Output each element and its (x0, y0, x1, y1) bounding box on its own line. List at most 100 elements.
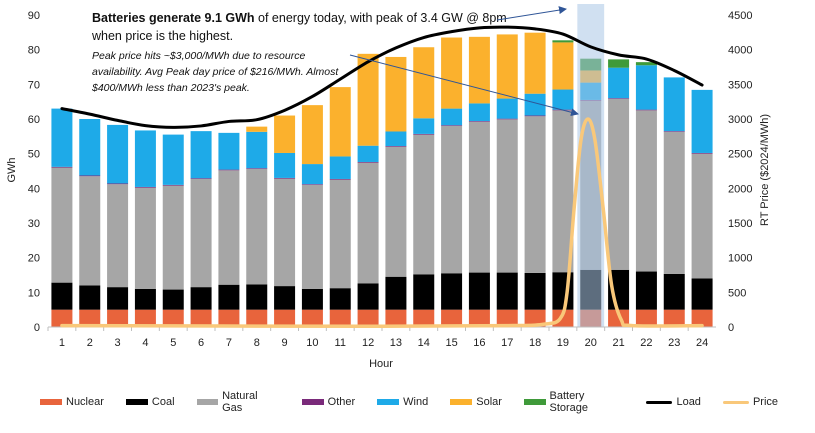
bar-coal-hour-14 (413, 274, 435, 310)
bar-natural-gas-hour-16 (468, 121, 490, 273)
legend-price: Price (722, 396, 778, 408)
bar-natural-gas-hour-19 (552, 110, 574, 273)
bar-nuclear-hour-4 (134, 309, 156, 327)
bar-other-hour-17 (496, 118, 518, 120)
bar-wind-hour-11 (329, 156, 351, 179)
x-tick-label: 14 (418, 337, 430, 349)
y-tick-label: 10 (28, 287, 40, 299)
bar-other-hour-11 (329, 178, 351, 180)
bar-other-hour-23 (663, 131, 685, 132)
bar-coal-hour-1 (51, 282, 73, 310)
legend-swatch-wind (377, 399, 400, 405)
bar-nuclear-hour-1 (51, 309, 73, 327)
bar-coal-hour-3 (107, 287, 129, 310)
y-tick-label: 30 (28, 218, 40, 230)
bar-nuclear-hour-24 (691, 309, 713, 327)
legend-wind: Wind (377, 396, 428, 408)
bar-nuclear-hour-2 (79, 309, 101, 327)
y2-tick-label: 500 (728, 287, 746, 299)
x-tick-label: 16 (473, 337, 485, 349)
y2-tick-label: 3000 (728, 114, 752, 126)
y-tick-label: 0 (34, 322, 40, 334)
bar-nuclear-hour-9 (274, 309, 296, 327)
bar-solar-hour-8 (246, 126, 268, 132)
bar-natural-gas-hour-24 (691, 153, 713, 279)
bar-natural-gas-hour-17 (496, 119, 518, 273)
bar-other-hour-13 (385, 146, 407, 147)
x-tick-label: 6 (198, 337, 204, 349)
y2-tick-label: 4000 (728, 45, 752, 57)
bar-coal-hour-22 (635, 271, 657, 310)
title-arrow (496, 6, 567, 21)
bar-coal-hour-24 (691, 278, 713, 310)
legend-nuclear: Nuclear (40, 396, 104, 408)
bar-wind-hour-19 (552, 89, 574, 110)
legend-label: Load (676, 396, 701, 408)
bar-coal-hour-7 (218, 284, 240, 310)
bar-nuclear-hour-5 (162, 309, 184, 327)
legend-coal: Coal (125, 396, 175, 408)
bar-nuclear-hour-18 (524, 309, 546, 327)
y-tick-label: 50 (28, 149, 40, 161)
bar-coal-hour-8 (246, 284, 268, 310)
bar-wind-hour-23 (663, 77, 685, 132)
legend-solar: Solar (450, 396, 502, 408)
x-tick-label: 20 (585, 337, 597, 349)
bar-wind-hour-1 (51, 108, 73, 167)
x-tick-label: 23 (668, 337, 680, 349)
bar-natural-gas-hour-15 (441, 125, 463, 274)
legend-swatch-battery-storage (523, 399, 546, 405)
bar-other-hour-14 (413, 133, 435, 135)
x-tick-label: 13 (390, 337, 402, 349)
x-tick-label: 10 (306, 337, 318, 349)
x-tick-label: 22 (640, 337, 652, 349)
bar-solar-hour-13 (385, 56, 407, 132)
y-tick-label: 70 (28, 79, 40, 91)
bar-natural-gas-hour-7 (218, 170, 240, 285)
y2-tick-label: 3500 (728, 79, 752, 91)
annotation-line-1: Peak price hits ~$3,000/MWh due to resou… (92, 50, 305, 62)
bar-nuclear-hour-16 (468, 309, 490, 327)
legend-swatch-price (722, 400, 749, 404)
bar-nuclear-hour-22 (635, 309, 657, 327)
bar-nuclear-hour-8 (246, 309, 268, 327)
bar-wind-hour-3 (107, 124, 129, 184)
bar-solar-hour-9 (274, 115, 296, 153)
y-tick-label: 80 (28, 45, 40, 57)
legend-other: Other (301, 396, 356, 408)
y-tick-label: 60 (28, 114, 40, 126)
bar-wind-hour-17 (496, 98, 518, 119)
x-tick-label: 21 (612, 337, 624, 349)
bar-solar-hour-12 (357, 53, 379, 146)
bar-coal-hour-2 (79, 285, 101, 310)
y2-axis-title: RT Price ($2024/MWh) (759, 114, 771, 226)
bar-natural-gas-hour-9 (274, 178, 296, 287)
y2-tick-label: 1000 (728, 253, 752, 265)
bar-natural-gas-hour-1 (51, 167, 73, 283)
bar-nuclear-hour-14 (413, 309, 435, 327)
y-tick-label: 90 (28, 10, 40, 22)
bar-coal-hour-18 (524, 272, 546, 310)
annotation-line-2: availability. Avg Peak day price of $216… (92, 66, 339, 78)
bar-nuclear-hour-15 (441, 309, 463, 327)
bar-wind-hour-16 (468, 103, 490, 122)
y-tick-label: 40 (28, 183, 40, 195)
legend-load: Load (646, 396, 701, 408)
bar-coal-hour-11 (329, 288, 351, 310)
bar-other-hour-24 (691, 152, 713, 154)
bar-wind-hour-6 (190, 131, 212, 179)
bar-other-hour-6 (190, 178, 212, 179)
bar-other-hour-7 (218, 169, 240, 171)
bar-battery-storage-hour-21 (608, 59, 630, 68)
bar-nuclear-hour-17 (496, 309, 518, 327)
x-tick-label: 1 (59, 337, 65, 349)
bar-natural-gas-hour-5 (162, 185, 184, 290)
bar-other-hour-4 (134, 186, 156, 188)
x-tick-label: 5 (170, 337, 176, 349)
bar-nuclear-hour-6 (190, 309, 212, 327)
bar-solar-hour-16 (468, 36, 490, 104)
bar-other-hour-21 (608, 98, 630, 99)
legend-label: Other (327, 396, 356, 408)
bar-wind-hour-10 (301, 164, 323, 185)
